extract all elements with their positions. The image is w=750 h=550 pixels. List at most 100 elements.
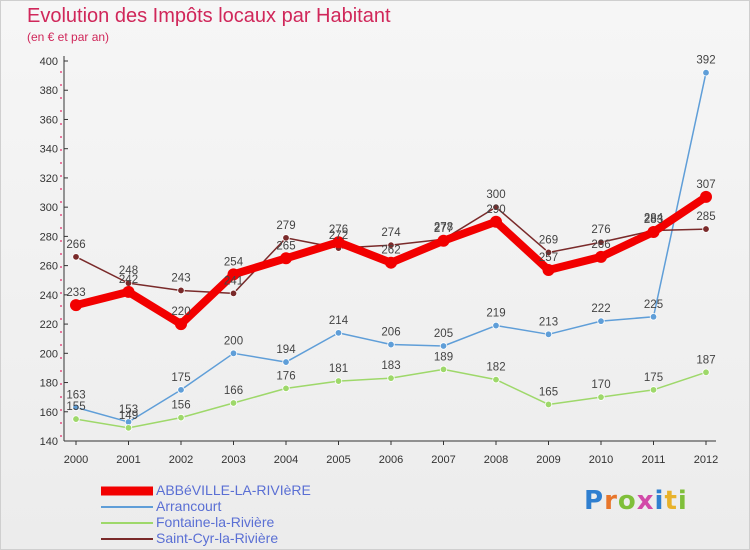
legend-label-1: Arrancourt <box>156 498 222 514</box>
data-label-0: 242 <box>119 274 138 286</box>
logo-letter: x <box>636 486 655 516</box>
data-point-2 <box>282 384 290 393</box>
data-point-1 <box>72 403 80 412</box>
data-point-2 <box>124 424 133 432</box>
data-label-1: 225 <box>644 299 663 311</box>
data-label-1: 175 <box>171 372 190 384</box>
x-tick-label: 2001 <box>116 454 140 466</box>
data-point-3 <box>229 289 238 298</box>
data-label-2: 176 <box>276 370 295 382</box>
data-point-2 <box>492 375 500 384</box>
data-point-3 <box>544 248 553 257</box>
data-label-1: 213 <box>539 316 558 328</box>
logo-letter: i <box>654 486 665 516</box>
y-tick-label: 360 <box>40 114 58 126</box>
chart-subtitle: (en € et par an) <box>27 30 110 44</box>
x-tick-label: 2000 <box>64 454 88 466</box>
logo-letter: i <box>677 486 688 516</box>
data-point-0 <box>437 234 450 247</box>
data-point-0 <box>227 268 240 281</box>
data-label-1: 163 <box>66 389 85 401</box>
data-point-2 <box>387 374 395 382</box>
data-label-3: 278 <box>434 221 453 233</box>
data-label-3: 276 <box>591 224 610 236</box>
y-tick-label: 220 <box>40 319 58 331</box>
data-label-0: 307 <box>696 179 715 191</box>
y-tick-label: 320 <box>40 173 58 185</box>
x-tick-label: 2009 <box>536 454 560 466</box>
data-point-1 <box>177 386 185 394</box>
data-point-3 <box>387 241 395 249</box>
proxiti-logo: Proxiti <box>584 486 688 516</box>
data-point-1 <box>387 340 395 349</box>
legend-swatch-2 <box>101 522 153 524</box>
data-point-2 <box>72 415 80 423</box>
logo-letter: r <box>604 486 618 516</box>
x-tick-label: 2004 <box>274 454 298 466</box>
data-label-3: 241 <box>224 275 243 287</box>
y-tick-label: 200 <box>40 348 58 360</box>
data-label-0: 277 <box>434 223 453 235</box>
data-label-0: 276 <box>329 224 348 236</box>
data-point-0 <box>385 256 397 269</box>
x-tick-label: 2010 <box>589 454 613 466</box>
y-tick-label: 260 <box>40 261 58 273</box>
data-label-2: 170 <box>591 379 610 391</box>
data-label-3: 279 <box>276 220 295 232</box>
data-point-1 <box>229 349 238 358</box>
x-tick-label: 2008 <box>484 454 508 466</box>
data-label-3: 285 <box>696 211 715 223</box>
chart-title: Evolution des Impôts locaux par Habitant <box>27 5 391 27</box>
data-point-3 <box>72 253 80 261</box>
data-point-2 <box>439 365 448 374</box>
data-label-3: 269 <box>539 234 558 246</box>
data-label-3: 272 <box>329 230 348 242</box>
data-label-3: 243 <box>171 272 190 284</box>
y-tick-label: 140 <box>40 436 58 448</box>
data-label-2: 156 <box>171 400 190 412</box>
data-point-1 <box>439 342 448 350</box>
data-point-2 <box>702 368 710 377</box>
data-point-0 <box>490 215 502 228</box>
data-point-2 <box>649 386 658 394</box>
y-tick-label: 240 <box>40 290 58 302</box>
legend-label-3: Saint-Cyr-la-Rivière <box>156 530 279 546</box>
y-tick-label: 160 <box>40 407 58 419</box>
data-point-2 <box>334 377 343 385</box>
data-label-3: 274 <box>381 227 401 239</box>
legend-swatch-1 <box>101 506 153 508</box>
x-tick-label: 2003 <box>221 454 245 466</box>
y-tick-label: 180 <box>40 378 58 390</box>
data-label-0: 266 <box>591 239 610 251</box>
data-label-1: 153 <box>119 404 138 416</box>
data-point-3 <box>492 203 500 211</box>
y-tick-label: 380 <box>40 85 58 97</box>
y-tick-label: 300 <box>40 202 58 214</box>
data-label-0: 290 <box>486 204 505 216</box>
data-label-2: 183 <box>381 360 400 372</box>
data-label-0: 283 <box>644 214 663 226</box>
data-label-0: 257 <box>539 252 558 264</box>
logo-letter: o <box>617 486 637 516</box>
y-tick-label: 400 <box>40 56 58 68</box>
data-label-0: 262 <box>381 245 400 257</box>
data-point-0 <box>70 299 82 312</box>
x-tick-label: 2011 <box>642 454 666 466</box>
data-point-0 <box>332 236 345 249</box>
data-label-3: 248 <box>119 265 138 277</box>
data-label-1: 194 <box>276 344 296 356</box>
y-tick-label: 340 <box>40 144 58 156</box>
data-point-2 <box>229 399 238 407</box>
data-label-2: 165 <box>539 386 558 398</box>
data-point-1 <box>492 321 500 330</box>
data-label-2: 175 <box>644 372 663 384</box>
data-label-2: 182 <box>486 362 505 374</box>
x-tick-label: 2007 <box>431 454 455 466</box>
data-label-1: 222 <box>591 303 610 315</box>
logo-letter: t <box>664 486 678 516</box>
data-label-2: 181 <box>329 363 348 375</box>
data-point-0 <box>175 318 187 331</box>
data-point-1 <box>649 313 658 321</box>
data-point-3 <box>597 238 605 246</box>
